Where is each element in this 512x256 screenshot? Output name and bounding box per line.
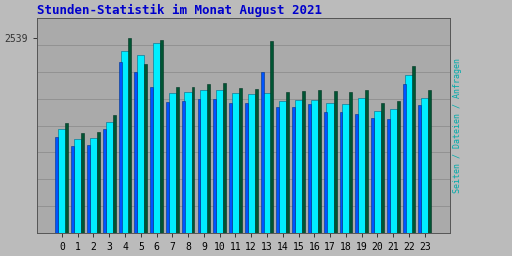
Bar [239,88,242,233]
Bar [263,93,271,233]
Bar [184,92,192,233]
Bar [134,72,137,233]
Bar [358,98,366,233]
Bar [374,111,381,233]
Bar [71,146,74,233]
Bar [121,51,129,233]
Bar [216,90,223,233]
Bar [390,109,397,233]
Bar [247,94,255,233]
Bar [176,87,179,233]
Bar [90,138,97,233]
Bar [150,87,153,233]
Bar [339,112,343,233]
Bar [254,89,258,233]
Bar [302,91,305,233]
Bar [324,112,327,233]
Bar [308,104,311,233]
Bar [207,84,210,233]
Bar [349,92,352,233]
Bar [381,103,384,233]
Bar [428,90,431,233]
Bar [229,103,232,233]
Bar [182,101,185,233]
Bar [276,107,280,233]
Bar [223,83,226,233]
Bar [371,118,374,233]
Bar [129,38,132,233]
Bar [58,130,66,233]
Bar [295,100,302,233]
Bar [198,99,201,233]
Bar [97,132,100,233]
Bar [232,93,239,233]
Bar [270,41,273,233]
Bar [200,90,207,233]
Text: Stunden-Statistik im Monat August 2021: Stunden-Statistik im Monat August 2021 [37,4,322,17]
Bar [397,101,400,233]
Bar [365,90,368,233]
Bar [355,114,358,233]
Bar [342,104,350,233]
Bar [166,102,169,233]
Bar [103,130,106,233]
Bar [402,84,406,233]
Bar [387,120,390,233]
Bar [406,75,413,233]
Bar [292,107,295,233]
Bar [144,64,147,233]
Bar [245,103,248,233]
Bar [333,91,336,233]
Bar [168,93,176,233]
Bar [55,137,58,233]
Bar [311,100,318,233]
Bar [418,105,421,233]
Bar [191,87,195,233]
Bar [81,133,84,233]
Bar [113,115,116,233]
Bar [74,139,81,233]
Bar [137,55,144,233]
Y-axis label: Seiten / Dateien / Anfragen: Seiten / Dateien / Anfragen [453,58,462,193]
Bar [66,123,68,233]
Bar [153,43,160,233]
Bar [160,40,163,233]
Bar [421,98,429,233]
Bar [87,145,90,233]
Bar [318,90,321,233]
Bar [105,122,113,233]
Bar [413,66,415,233]
Bar [327,103,334,233]
Bar [279,101,287,233]
Bar [261,72,264,233]
Bar [119,62,121,233]
Bar [286,92,289,233]
Bar [214,99,216,233]
